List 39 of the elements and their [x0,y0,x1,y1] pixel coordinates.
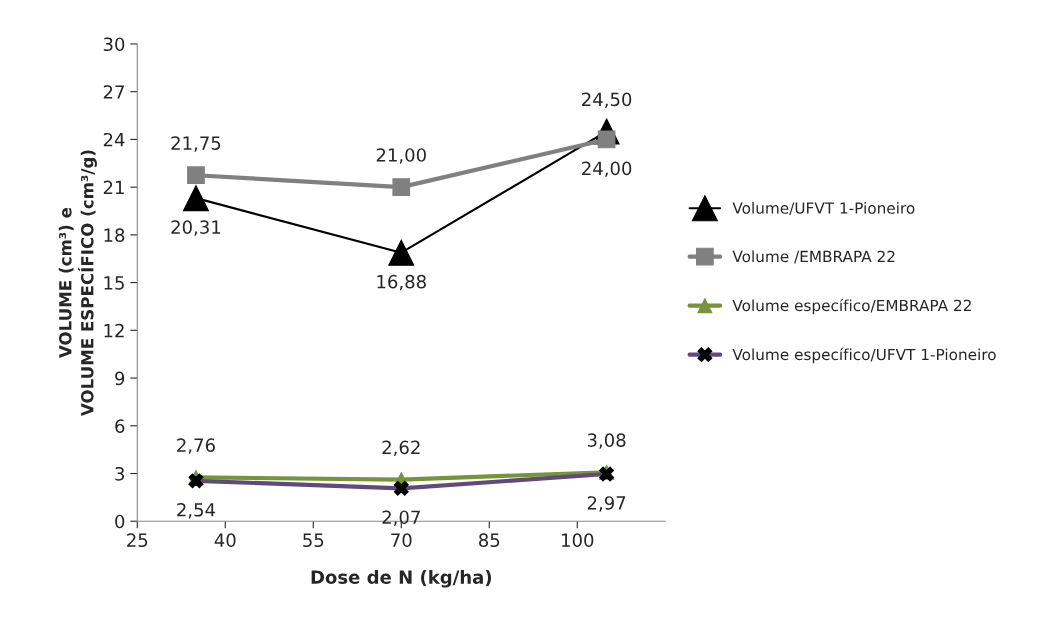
legend-label: Volume específico/EMBRAPA 22 [732,298,971,315]
data-label: 2,62 [382,440,420,457]
data-label: 21,00 [376,148,426,164]
x-tick-label: 85 [479,533,500,548]
point [187,166,205,185]
y-tick-label: 12 [104,323,124,338]
data-label: 21,75 [171,136,221,152]
data-label: 2,76 [177,438,215,454]
x-tick-label: 25 [127,533,148,548]
point [182,185,209,212]
y-tick-label: 24 [103,132,125,147]
y-tick-label: 15 [104,276,124,290]
legend-label: Volume específico/UFVT 1-Pioneiro [732,347,996,364]
y-tick-label: 6 [115,419,125,433]
y-tick-label: 9 [115,371,125,386]
data-label: 16,88 [377,274,426,291]
y-tick-label: 30 [103,37,125,52]
data-label: 3,08 [587,433,626,449]
data-label: 24,00 [582,161,632,178]
data-label: 2,07 [382,510,420,526]
data-label: 24,50 [582,92,632,108]
x-axis-title: Dose de N (kg/ha) [311,569,492,588]
point [388,239,415,266]
y-tick-label: 21 [103,180,124,194]
x-tick-label: 100 [562,533,594,548]
y-axis-title: VOLUME (cm³) e VOLUME ESPECÍFICO (cm³/g) [58,150,97,417]
y-tick-label: 27 [103,85,124,99]
data-label: 20,31 [171,220,221,236]
legend-label: Volume/UFVT 1-Pioneiro [732,202,915,216]
y-tick-label: 18 [104,228,125,242]
y-tick-label: 3 [115,466,125,481]
data-label: 2,97 [587,496,626,512]
x-tick-label: 55 [303,533,324,548]
point [392,178,411,196]
legend-label: Volume /EMBRAPA 22 [732,250,895,264]
y-tick-label: 0 [115,514,125,529]
x-tick-label: 40 [214,533,236,548]
data-label: 2,54 [177,502,216,519]
x-tick-label: 70 [391,533,412,548]
